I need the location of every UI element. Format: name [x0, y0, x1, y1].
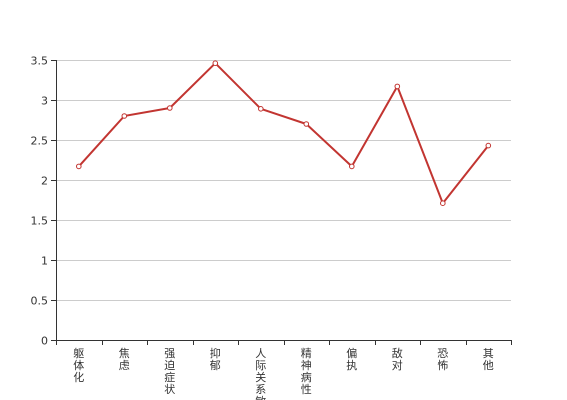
- y-tick-label: 3.5: [31, 55, 49, 68]
- series-layer: [76, 60, 492, 206]
- x-axis: 躯体化 焦虑 强迫症状 抑郁 人际关系敏感 精神病性 偏执 敌对 恐怖 其他: [56, 340, 512, 400]
- x-tick-label: 敌对: [392, 346, 403, 372]
- x-tick-label: 偏执: [346, 346, 357, 372]
- y-tick-label: 2.5: [31, 135, 49, 148]
- data-point[interactable]: [303, 121, 310, 127]
- data-point[interactable]: [485, 142, 492, 149]
- data-point[interactable]: [121, 113, 128, 119]
- y-tick-label: 2: [41, 175, 48, 188]
- data-point[interactable]: [258, 106, 264, 112]
- y-tick-label: 0: [41, 335, 48, 348]
- series-line: [78, 62, 490, 205]
- data-point[interactable]: [349, 163, 355, 170]
- x-tick-label: 抑郁: [210, 346, 221, 372]
- x-tick-label: 精神病性: [301, 347, 312, 396]
- grid-lines: [56, 60, 511, 301]
- data-point[interactable]: [212, 60, 219, 67]
- data-point[interactable]: [394, 83, 401, 90]
- data-point[interactable]: [440, 200, 446, 206]
- x-tick-label: 人际关系敏感: [255, 347, 266, 400]
- y-tick-label: 1: [41, 255, 48, 268]
- y-tick-label: 1.5: [31, 215, 49, 228]
- x-tick-label: 焦虑: [119, 347, 130, 372]
- x-tick-label: 恐怖: [437, 347, 448, 372]
- y-tick-label: 3: [41, 95, 48, 108]
- x-tick-label: 躯体化: [73, 347, 84, 384]
- x-tick-label: 其他: [483, 347, 494, 372]
- y-axis: 0 0.5 1 1.5 2 2.5 3 3.5: [31, 55, 57, 348]
- data-point[interactable]: [167, 105, 173, 111]
- y-tick-label: 0.5: [31, 295, 49, 308]
- data-point[interactable]: [76, 163, 82, 170]
- x-tick-label: 强迫症状: [164, 347, 175, 396]
